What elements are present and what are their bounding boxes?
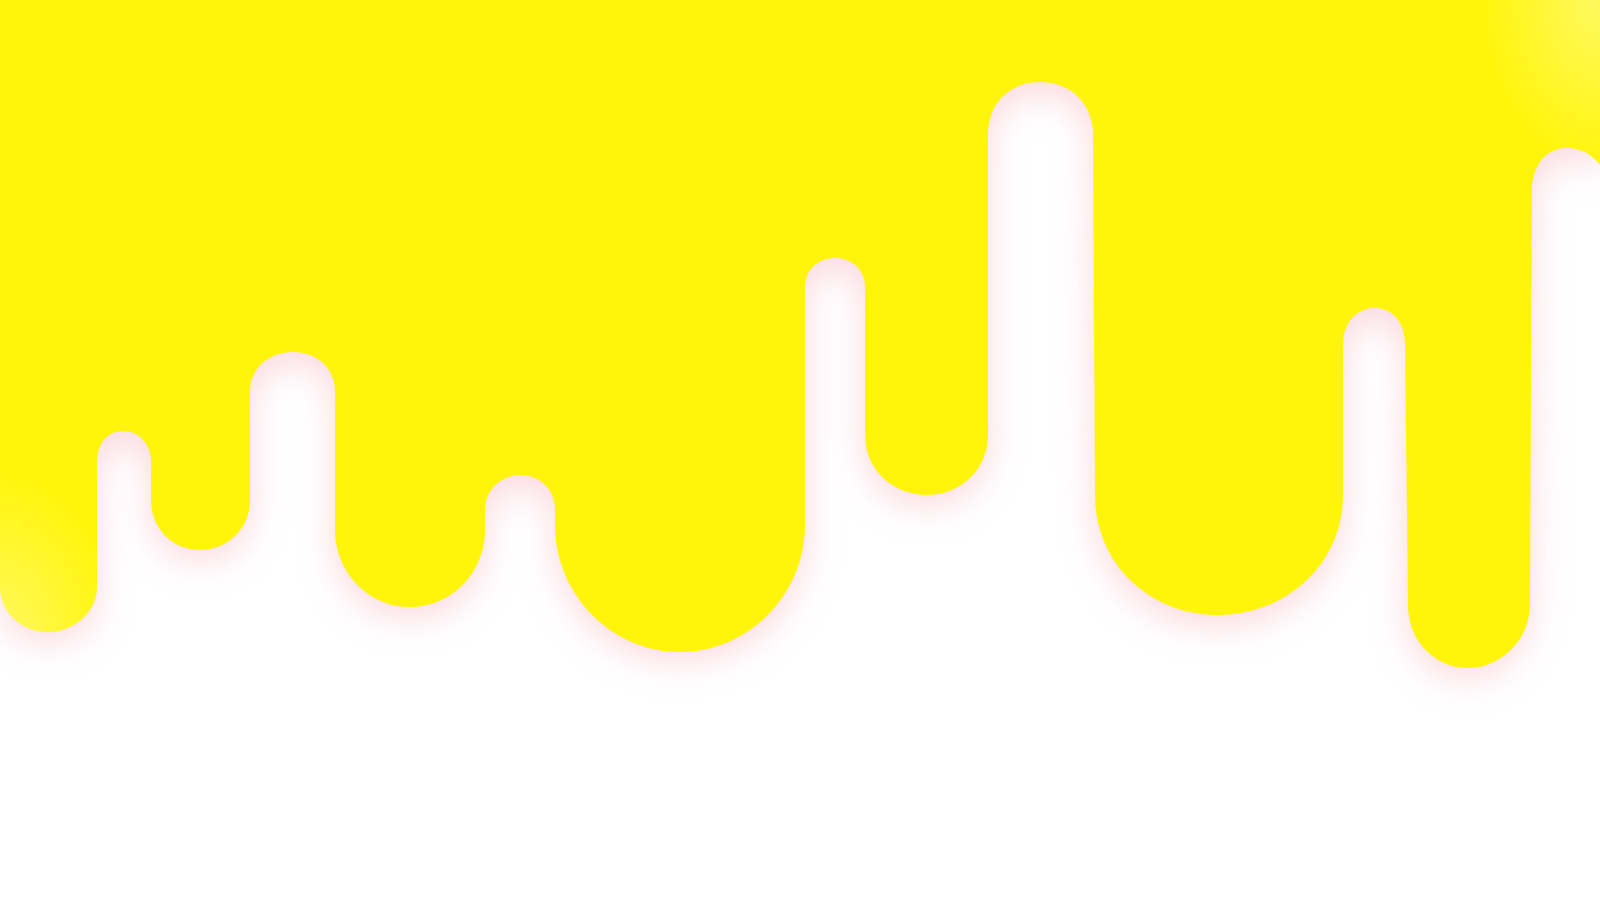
left-corner-highlight [0,470,120,640]
yellow-drip-shape [0,0,1600,668]
right-corner-highlight [1480,0,1600,170]
